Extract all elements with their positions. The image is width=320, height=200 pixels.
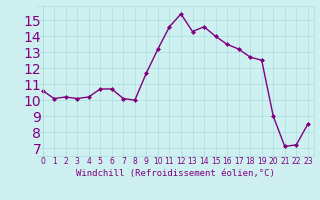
X-axis label: Windchill (Refroidissement éolien,°C): Windchill (Refroidissement éolien,°C) (76, 169, 275, 178)
